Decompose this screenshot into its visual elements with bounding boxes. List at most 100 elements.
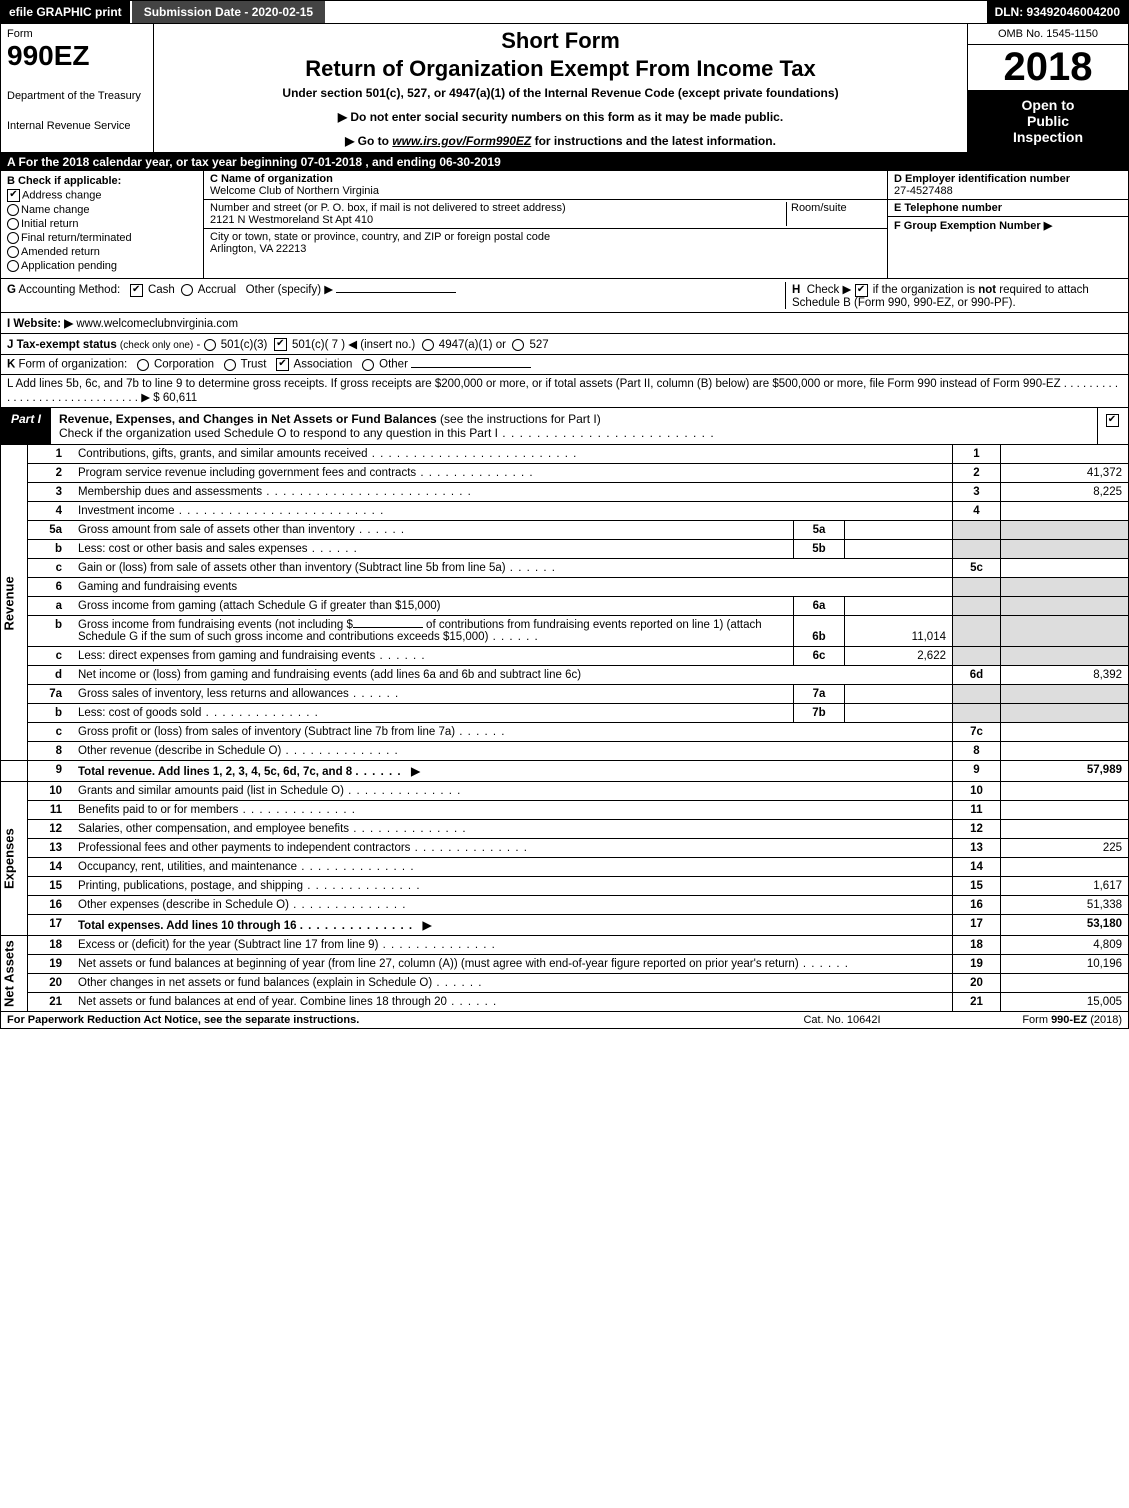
row-11: 11 Benefits paid to or for members 11 (1, 801, 1129, 820)
website-label: I Website: ▶ (7, 318, 73, 330)
box-b: B Check if applicable: Address change Na… (1, 171, 204, 278)
row-5c: c Gain or (loss) from sale of assets oth… (1, 559, 1129, 578)
city-row: City or town, state or province, country… (204, 229, 887, 257)
row-6a: a Gross income from gaming (attach Sched… (1, 597, 1129, 616)
street-row: Number and street (or P. O. box, if mail… (204, 200, 887, 229)
irs-link[interactable]: www.irs.gov/Form990EZ (392, 134, 531, 148)
row-7c: c Gross profit or (loss) from sales of i… (1, 723, 1129, 742)
chk-4947[interactable] (422, 339, 434, 351)
street-label: Number and street (or P. O. box, if mail… (210, 202, 566, 214)
row-21: 21 Net assets or fund balances at end of… (1, 993, 1129, 1012)
row-4: 4 Investment income 4 (1, 502, 1129, 521)
row-14: 14 Occupancy, rent, utilities, and maint… (1, 858, 1129, 877)
row-6b: b Gross income from fundraising events (… (1, 616, 1129, 647)
line-h: H Check ▶ if the organization is not req… (785, 282, 1122, 308)
irs-label: Internal Revenue Service (7, 120, 147, 132)
header-right: OMB No. 1545-1150 2018 Open to Public In… (967, 24, 1128, 152)
org-name-row: C Name of organization Welcome Club of N… (204, 171, 887, 200)
row-18: Net Assets 18 Excess or (deficit) for th… (1, 936, 1129, 955)
row-6c: c Less: direct expenses from gaming and … (1, 647, 1129, 666)
line-g-h: G Accounting Method: Cash Accrual Other … (0, 279, 1129, 312)
chk-501c[interactable] (274, 338, 287, 351)
entity-block: B Check if applicable: Address change Na… (0, 171, 1129, 279)
row-7a: 7a Gross sales of inventory, less return… (1, 685, 1129, 704)
part-1-label: Part I (1, 408, 51, 444)
row-7b: b Less: cost of goods sold 7b (1, 704, 1129, 723)
row-15: 15 Printing, publications, postage, and … (1, 877, 1129, 896)
subtitle: Under section 501(c), 527, or 4947(a)(1)… (166, 86, 955, 100)
row-1: Revenue 1 Contributions, gifts, grants, … (1, 445, 1129, 464)
tax-year: 2018 (968, 45, 1128, 91)
header-center: Short Form Return of Organization Exempt… (154, 24, 967, 152)
cat-no: Cat. No. 10642I (742, 1014, 942, 1026)
instr2-post: for instructions and the latest informat… (531, 134, 776, 148)
chk-trust[interactable] (224, 359, 236, 371)
org-name: Welcome Club of Northern Virginia (210, 185, 379, 197)
org-name-label: C Name of organization (210, 173, 333, 185)
ein-value: 27-4527488 (894, 185, 953, 197)
room-label: Room/suite (791, 202, 847, 214)
row-5b: b Less: cost or other basis and sales ex… (1, 540, 1129, 559)
chk-name-change[interactable]: Name change (7, 204, 197, 216)
netassets-side-label: Net Assets (1, 936, 28, 1012)
street: 2121 N Westmoreland St Apt 410 (210, 214, 373, 226)
main-title: Return of Organization Exempt From Incom… (166, 56, 955, 82)
part-1-check-line: Check if the organization used Schedule … (59, 426, 715, 440)
phone-label: E Telephone number (894, 202, 1002, 214)
box-c: C Name of organization Welcome Club of N… (204, 171, 887, 278)
revenue-side-label: Revenue (1, 445, 28, 761)
row-13: 13 Professional fees and other payments … (1, 839, 1129, 858)
chk-schedule-b[interactable] (855, 284, 868, 297)
box-e: E Telephone number (888, 200, 1128, 217)
row-5a: 5a Gross amount from sale of assets othe… (1, 521, 1129, 540)
chk-final-return[interactable]: Final return/terminated (7, 232, 197, 244)
top-bar: efile GRAPHIC print Submission Date - 20… (0, 0, 1129, 24)
chk-address-change[interactable]: Address change (7, 189, 197, 202)
instr2-pre: ▶ Go to (345, 134, 392, 148)
chk-501c3[interactable] (204, 339, 216, 351)
omb-number: OMB No. 1545-1150 (968, 24, 1128, 45)
city: Arlington, VA 22213 (210, 243, 306, 255)
chk-initial-return[interactable]: Initial return (7, 218, 197, 230)
efile-label[interactable]: efile GRAPHIC print (1, 1, 130, 23)
row-17: 17 Total expenses. Add lines 10 through … (1, 915, 1129, 936)
website-value: www.welcomeclubnvirginia.com (76, 318, 238, 330)
chk-other-org[interactable] (362, 359, 374, 371)
chk-cash[interactable] (130, 284, 143, 297)
boxes-def: D Employer identification number 27-4527… (887, 171, 1128, 278)
row-16: 16 Other expenses (describe in Schedule … (1, 896, 1129, 915)
open-inspection-box: Open to Public Inspection (968, 91, 1128, 152)
topbar-spacer (325, 1, 986, 23)
chk-accrual[interactable] (181, 284, 193, 296)
box-f: F Group Exemption Number ▶ (888, 217, 1128, 278)
row-3: 3 Membership dues and assessments 3 8,22… (1, 483, 1129, 502)
part-1-checkbox[interactable] (1097, 408, 1128, 444)
part-1-header: Part I Revenue, Expenses, and Changes in… (0, 408, 1129, 445)
dln-label: DLN: 93492046004200 (987, 1, 1128, 23)
box-b-label: B Check if applicable: (7, 175, 197, 187)
instruction-1: ▶ Do not enter social security numbers o… (166, 110, 955, 124)
expenses-side-label: Expenses (1, 782, 28, 936)
row-8: 8 Other revenue (describe in Schedule O)… (1, 742, 1129, 761)
row-20: 20 Other changes in net assets or fund b… (1, 974, 1129, 993)
ein-label: D Employer identification number (894, 173, 1070, 185)
part-1-title: Revenue, Expenses, and Changes in Net As… (51, 408, 1097, 444)
box-d: D Employer identification number 27-4527… (888, 171, 1128, 200)
chk-527[interactable] (512, 339, 524, 351)
chk-app-pending[interactable]: Application pending (7, 260, 197, 272)
chk-corporation[interactable] (137, 359, 149, 371)
header-left: Form 990EZ Department of the Treasury In… (1, 24, 154, 152)
chk-association[interactable] (276, 358, 289, 371)
form-word: Form (7, 28, 147, 40)
line-l: L Add lines 5b, 6c, and 7b to line 9 to … (0, 375, 1129, 408)
line-k: K Form of organization: Corporation Trus… (0, 355, 1129, 375)
line-a-tax-year: A For the 2018 calendar year, or tax yea… (0, 153, 1129, 171)
group-exemption-label: F Group Exemption Number ▶ (894, 220, 1052, 232)
short-form-title: Short Form (166, 28, 955, 54)
submission-date: Submission Date - 2020-02-15 (130, 1, 325, 23)
row-2: 2 Program service revenue including gove… (1, 464, 1129, 483)
row-6d: d Net income or (loss) from gaming and f… (1, 666, 1129, 685)
line-j: J Tax-exempt status (check only one) - 5… (0, 334, 1129, 355)
chk-amended[interactable]: Amended return (7, 246, 197, 258)
row-9: 9 Total revenue. Add lines 1, 2, 3, 4, 5… (1, 761, 1129, 782)
